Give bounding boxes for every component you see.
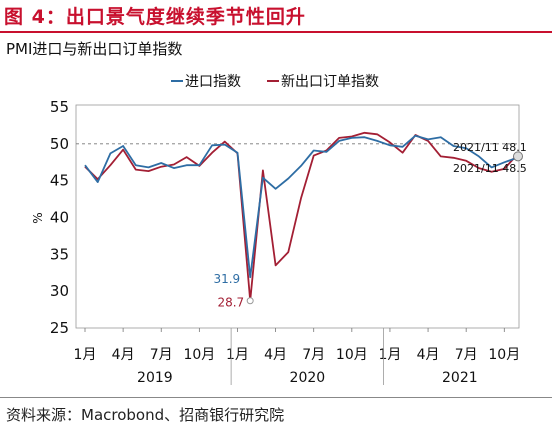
- series-line-new-export: [84, 131, 518, 302]
- x-tick-label: 1月: [378, 347, 401, 363]
- legend-label: 进口指数: [185, 74, 241, 90]
- series-line-import: [84, 134, 518, 279]
- x-tick-label: 10月: [336, 347, 368, 363]
- y-tick-label: 55: [50, 98, 69, 116]
- x-tick-label: 4月: [112, 347, 135, 363]
- data-label: 2021/11 48.1: [453, 141, 527, 154]
- x-tick-label: 10月: [488, 347, 520, 363]
- year-label: 2020: [290, 370, 326, 386]
- latest-marker: [513, 151, 523, 162]
- x-tick-label: 1月: [226, 347, 249, 363]
- data-label: 28.7: [217, 296, 244, 310]
- data-label: 2021/11 48.5: [453, 162, 527, 175]
- x-tick-label: 4月: [417, 347, 440, 363]
- x-tick-label: 7月: [455, 347, 478, 363]
- x-tick-label: 7月: [302, 347, 325, 363]
- x-tick-label: 4月: [264, 347, 287, 363]
- y-tick-label: 25: [50, 319, 69, 337]
- title-rule: [0, 31, 552, 33]
- y-tick-label: 30: [50, 282, 69, 300]
- legend-label: 新出口订单指数: [281, 74, 379, 90]
- x-tick-label: 7月: [150, 347, 173, 363]
- y-axis-label: %: [31, 212, 45, 223]
- data-label: 31.9: [213, 272, 240, 286]
- source-note: 资料来源：Macrobond、招商银行研究院: [6, 406, 285, 424]
- x-tick-label: 10月: [183, 347, 215, 363]
- y-tick-label: 40: [50, 209, 69, 227]
- line-chart: 25 30 35 40 45 50 55% 1月 4月 7月 10月 1月 4月 7月 10月 1月 4月 7月 1…: [31, 74, 527, 386]
- plot-frame: [75, 104, 520, 329]
- y-tick-label: 35: [50, 245, 69, 263]
- chart-title: PMI进口与新出口订单指数: [6, 40, 183, 58]
- figure-title: 图 4：出口景气度继续季节性回升: [4, 6, 306, 28]
- y-tick-label: 45: [50, 172, 69, 190]
- trough-marker: [246, 297, 254, 305]
- year-label: 2021: [442, 370, 478, 386]
- footer-rule: [0, 397, 552, 398]
- x-tick-label: 1月: [74, 347, 97, 363]
- year-label: 2019: [137, 370, 173, 386]
- y-tick-label: 50: [50, 135, 69, 153]
